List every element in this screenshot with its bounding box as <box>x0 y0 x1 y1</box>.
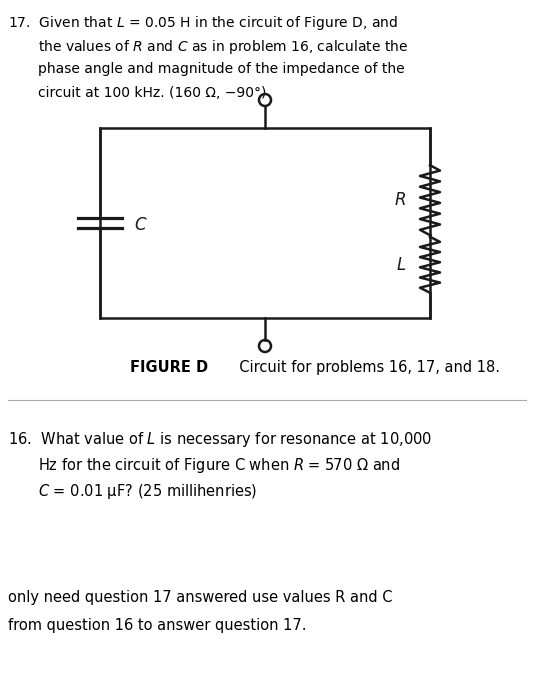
Text: from question 16 to answer question 17.: from question 16 to answer question 17. <box>8 618 307 633</box>
Text: Circuit for problems 16, 17, and 18.: Circuit for problems 16, 17, and 18. <box>230 360 500 375</box>
Text: 17.  Given that $L$ = 0.05 H in the circuit of Figure D, and: 17. Given that $L$ = 0.05 H in the circu… <box>8 14 398 32</box>
Text: circuit at 100 kHz. (160 Ω, −90°): circuit at 100 kHz. (160 Ω, −90°) <box>38 86 266 100</box>
Text: Hz for the circuit of Figure C when $R$ = 570 Ω and: Hz for the circuit of Figure C when $R$ … <box>38 456 400 475</box>
Text: phase angle and magnitude of the impedance of the: phase angle and magnitude of the impedan… <box>38 62 405 76</box>
Text: only need question 17 answered use values R and C: only need question 17 answered use value… <box>8 590 392 605</box>
Text: R: R <box>395 191 406 209</box>
Bar <box>100 128 430 318</box>
Text: $C$ = 0.01 μF? (25 millihenries): $C$ = 0.01 μF? (25 millihenries) <box>38 482 257 501</box>
Text: FIGURE D: FIGURE D <box>130 360 208 375</box>
Text: C: C <box>134 216 146 234</box>
Text: L: L <box>397 256 406 274</box>
Text: the values of $R$ and $C$ as in problem 16, calculate the: the values of $R$ and $C$ as in problem … <box>38 38 408 56</box>
Text: 16.  What value of $L$ is necessary for resonance at 10,000: 16. What value of $L$ is necessary for r… <box>8 430 432 449</box>
